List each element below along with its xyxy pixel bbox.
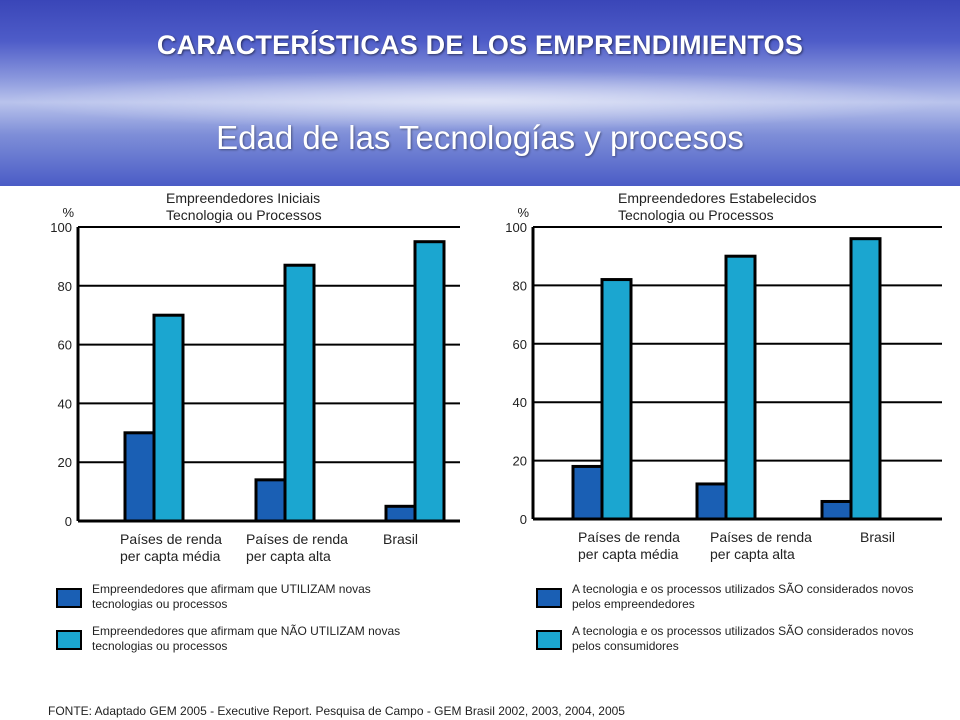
x-category-label: Países de renda per capta alta [710, 529, 812, 562]
legend-item: Empreendedores que afirmam que NÃO UTILI… [56, 624, 486, 664]
legend-label: Empreendedores que afirmam que UTILIZAM … [92, 582, 371, 611]
x-category-label: Brasil [383, 531, 418, 547]
chart-panel-estabelecidos: Empreendedores Estabelecidos Tecnologia o… [500, 186, 955, 686]
legend-item: A tecnologia e os processos utilizados S… [536, 624, 956, 664]
bar-light-3 [849, 237, 882, 521]
slide-title: CARACTERÍSTICAS DE LOS EMPRENDIMIENTOS [156, 30, 804, 60]
y-axis-label: % [517, 205, 529, 220]
bar-chart-iniciais: % 0 20 40 60 80 100 Países de renda per capta mé… [50, 205, 460, 564]
bar-dark-3 [820, 499, 853, 521]
y-tick-label: 100 [505, 220, 527, 235]
bar-dark-3 [384, 504, 417, 523]
bar-dark-1 [571, 464, 604, 521]
chart-title: Empreendedores Estabelecidos Tecnologia o… [618, 190, 816, 224]
x-category-label: Brasil [860, 529, 895, 545]
chart-panel-iniciais: Empreendedores Iniciais Tecnologia ou Pro… [38, 186, 488, 686]
legend-swatch [536, 588, 562, 608]
chart-title: Empreendedores Iniciais Tecnologia ou Pro… [166, 190, 322, 224]
legend-label: A tecnologia e os processos utilizados S… [572, 582, 914, 611]
y-tick-label: 0 [520, 512, 527, 527]
bar-light-2 [724, 254, 757, 521]
x-category-label: Países de renda per capta média [120, 531, 222, 564]
y-tick-label: 80 [58, 279, 72, 294]
chart-title-line: Empreendedores Estabelecidos [618, 190, 817, 206]
chart-title-line: Tecnologia ou Processos [618, 207, 774, 223]
y-tick-label: 80 [513, 278, 527, 293]
chart-legend: Empreendedores que afirmam que UTILIZAM … [56, 582, 486, 672]
y-tick-label: 60 [513, 337, 527, 352]
x-category-label: Países de renda per capta alta [246, 531, 348, 564]
y-tick-label: 40 [58, 396, 72, 411]
y-tick-label: 20 [58, 455, 72, 470]
y-tick-label: 40 [513, 395, 527, 410]
legend-swatch [536, 630, 562, 650]
slide-subtitle: Edad de las Tecnologías y procesos [216, 119, 744, 156]
y-tick-label: 60 [58, 338, 72, 353]
legend-swatch [56, 588, 82, 608]
x-category-label: Países de renda per capta média [578, 529, 680, 562]
legend-label: Empreendedores que afirmam que NÃO UTILI… [92, 624, 401, 653]
y-axis-label: % [62, 205, 74, 220]
bar-dark-1 [123, 431, 156, 523]
legend-item: A tecnologia e os processos utilizados S… [536, 582, 956, 622]
legend-label: A tecnologia e os processos utilizados S… [572, 624, 914, 653]
bar-dark-2 [254, 478, 287, 523]
bar-dark-2 [695, 482, 728, 521]
legend-swatch [56, 630, 82, 650]
y-tick-label: 100 [50, 220, 72, 235]
source-note: FONTE: Adaptado GEM 2005 - Executive Rep… [48, 704, 625, 718]
bar-light-2 [283, 263, 316, 523]
chart-legend: A tecnologia e os processos utilizados S… [536, 582, 956, 672]
slide-header: CARACTERÍSTICAS DE LOS EMPRENDIMIENTOS E… [0, 0, 960, 186]
bar-light-3 [413, 240, 446, 523]
y-tick-label: 0 [65, 514, 72, 529]
bar-chart-estabelecidos: % 0 20 40 60 80 100 Países de renda per capta mé… [505, 205, 942, 562]
bar-light-1 [152, 313, 185, 523]
y-tick-label: 20 [513, 454, 527, 469]
bar-light-1 [600, 278, 633, 521]
chart-title-line: Tecnologia ou Processos [166, 207, 322, 223]
legend-item: Empreendedores que afirmam que UTILIZAM … [56, 582, 486, 622]
chart-title-line: Empreendedores Iniciais [166, 190, 321, 206]
